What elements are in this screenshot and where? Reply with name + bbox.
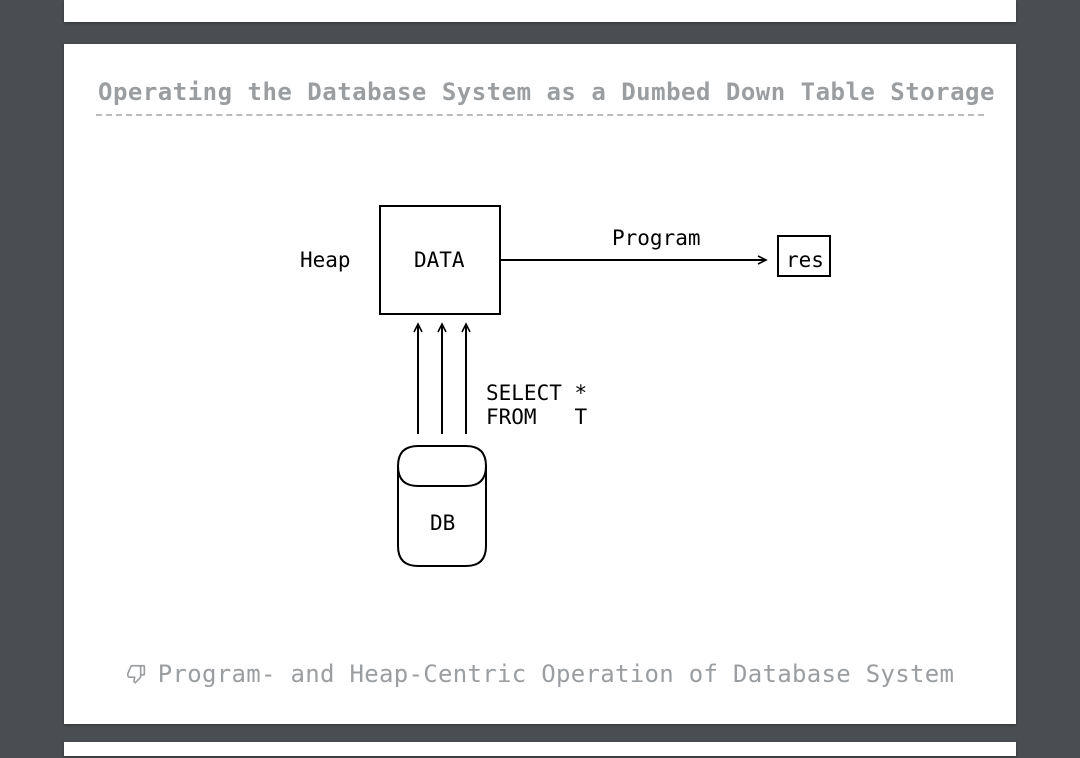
- db-cylinder: [398, 446, 486, 566]
- data-box-label: DATA: [414, 248, 465, 272]
- heap-label: Heap: [300, 248, 351, 272]
- sql-label: SELECT * FROM T: [486, 381, 587, 429]
- caption-text: Program- and Heap-Centric Operation of D…: [158, 660, 954, 688]
- slide-title: Operating the Database System as a Dumbe…: [92, 78, 988, 106]
- slide-caption: Program- and Heap-Centric Operation of D…: [64, 660, 1016, 688]
- diagram-svg: [92, 116, 988, 576]
- next-slide-strip: [64, 742, 1016, 756]
- db-label: DB: [430, 511, 455, 535]
- program-label: Program: [612, 226, 701, 250]
- diagram: Heap DATA Program res SELECT * FROM T DB: [92, 116, 988, 576]
- prev-slide-strip: [64, 0, 1016, 22]
- slide: Operating the Database System as a Dumbe…: [64, 44, 1016, 724]
- res-box-label: res: [786, 248, 824, 272]
- thumbs-down-icon: [126, 663, 148, 685]
